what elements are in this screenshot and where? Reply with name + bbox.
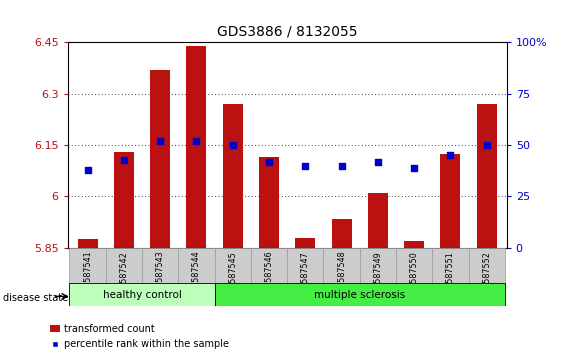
Text: GSM587552: GSM587552 bbox=[482, 251, 491, 299]
Bar bbox=[360, 248, 396, 285]
Text: GSM587543: GSM587543 bbox=[155, 251, 164, 299]
Point bbox=[83, 167, 92, 173]
Bar bbox=[404, 241, 424, 248]
Bar bbox=[396, 248, 432, 285]
Text: GSM587548: GSM587548 bbox=[337, 251, 346, 299]
Bar bbox=[114, 152, 134, 248]
Point bbox=[410, 165, 419, 171]
Bar bbox=[468, 248, 505, 285]
Point bbox=[228, 142, 237, 148]
Bar bbox=[150, 70, 170, 248]
Text: disease state: disease state bbox=[3, 293, 68, 303]
Bar bbox=[432, 248, 468, 285]
Point bbox=[192, 138, 201, 144]
Point bbox=[337, 163, 346, 169]
Bar bbox=[259, 157, 279, 248]
Bar bbox=[477, 104, 497, 248]
Point bbox=[119, 157, 128, 162]
Bar bbox=[215, 248, 251, 285]
Text: GSM587544: GSM587544 bbox=[192, 251, 201, 299]
Text: GSM587550: GSM587550 bbox=[410, 251, 419, 299]
Bar bbox=[368, 193, 388, 248]
Text: GSM587547: GSM587547 bbox=[301, 251, 310, 299]
Bar bbox=[323, 248, 360, 285]
Text: GSM587541: GSM587541 bbox=[83, 251, 92, 299]
Point bbox=[155, 138, 164, 144]
Point bbox=[301, 163, 310, 169]
Bar bbox=[215, 283, 505, 306]
Text: GSM587546: GSM587546 bbox=[265, 251, 274, 299]
Legend: transformed count, percentile rank within the sample: transformed count, percentile rank withi… bbox=[50, 324, 230, 349]
Bar bbox=[251, 248, 287, 285]
Bar bbox=[178, 248, 215, 285]
Bar bbox=[440, 154, 461, 248]
Point bbox=[482, 142, 491, 148]
Bar bbox=[78, 239, 97, 248]
Bar bbox=[69, 248, 106, 285]
Text: healthy control: healthy control bbox=[102, 290, 181, 300]
Text: GSM587545: GSM587545 bbox=[228, 251, 237, 299]
Text: multiple sclerosis: multiple sclerosis bbox=[314, 290, 405, 300]
Bar bbox=[142, 248, 178, 285]
Bar bbox=[296, 238, 315, 248]
Bar bbox=[287, 248, 323, 285]
Point bbox=[373, 159, 382, 164]
Point bbox=[265, 159, 274, 164]
Text: GSM587542: GSM587542 bbox=[119, 251, 128, 299]
Text: GSM587551: GSM587551 bbox=[446, 251, 455, 299]
Point bbox=[446, 153, 455, 158]
Bar bbox=[223, 104, 243, 248]
Bar bbox=[332, 219, 351, 248]
Bar bbox=[186, 46, 207, 248]
Bar bbox=[106, 248, 142, 285]
Bar bbox=[69, 283, 215, 306]
Text: GSM587549: GSM587549 bbox=[373, 251, 382, 299]
Title: GDS3886 / 8132055: GDS3886 / 8132055 bbox=[217, 24, 358, 39]
